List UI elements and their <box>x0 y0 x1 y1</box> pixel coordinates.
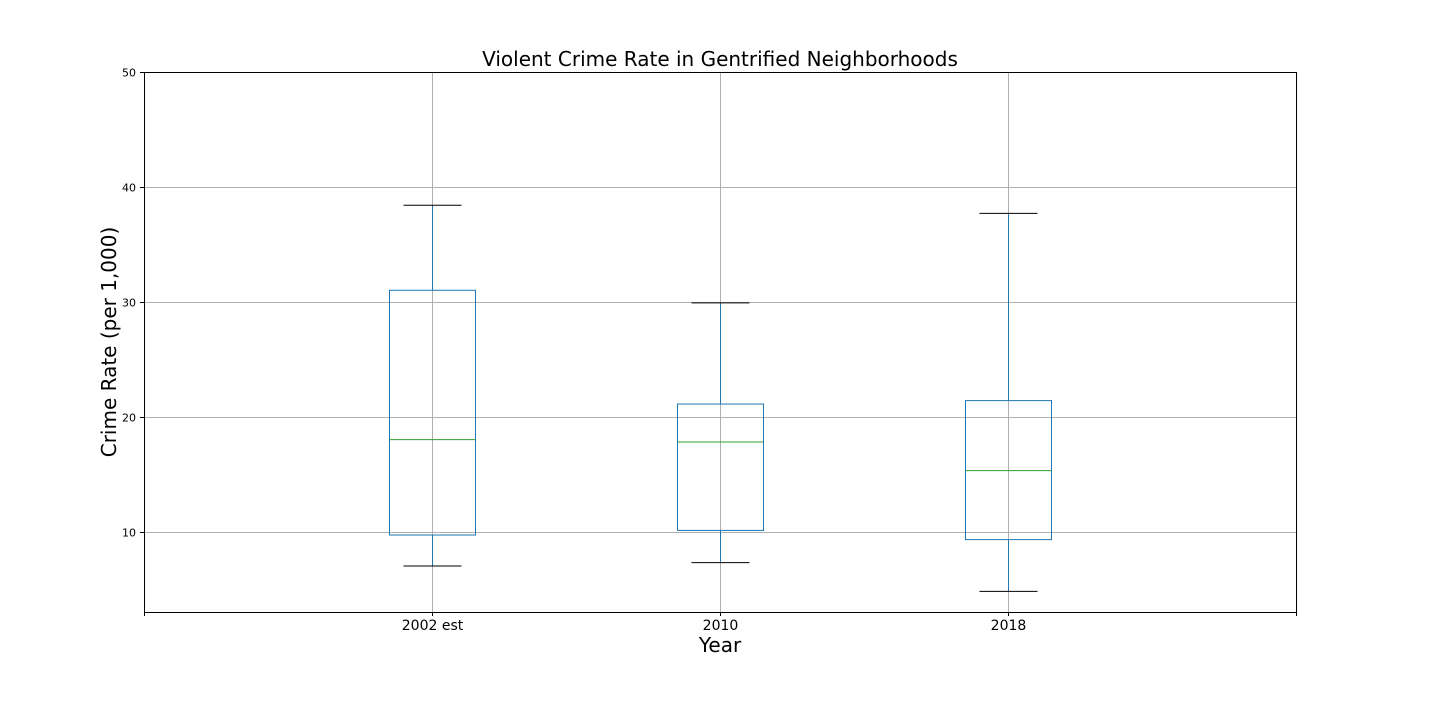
x-axis-ticks: 2002 est 2010 2018 <box>144 612 1297 634</box>
y-tick-label: 40 <box>122 182 136 195</box>
boxes <box>389 204 1052 592</box>
y-tick-label: 50 <box>122 67 136 80</box>
chart-title: Violent Crime Rate in Gentrified Neighbo… <box>482 47 958 71</box>
x-axis-label: Year <box>698 633 742 657</box>
box-2002-est <box>389 204 476 567</box>
y-tick-label: 20 <box>122 412 136 425</box>
iqr-box <box>965 400 1052 541</box>
iqr-box <box>677 403 764 531</box>
y-axis-ticks: 10 20 30 40 50 <box>122 67 144 540</box>
box-2018 <box>965 212 1052 592</box>
box-2010 <box>677 302 764 564</box>
x-tick-label: 2010 <box>703 618 739 634</box>
y-tick-label: 10 <box>122 527 136 540</box>
iqr-box <box>389 289 476 536</box>
x-tick-label: 2002 est <box>402 618 464 634</box>
y-tick-label: 30 <box>122 297 136 310</box>
y-axis-label: Crime Rate (per 1,000) <box>97 227 121 458</box>
x-tick-label: 2018 <box>991 618 1027 634</box>
